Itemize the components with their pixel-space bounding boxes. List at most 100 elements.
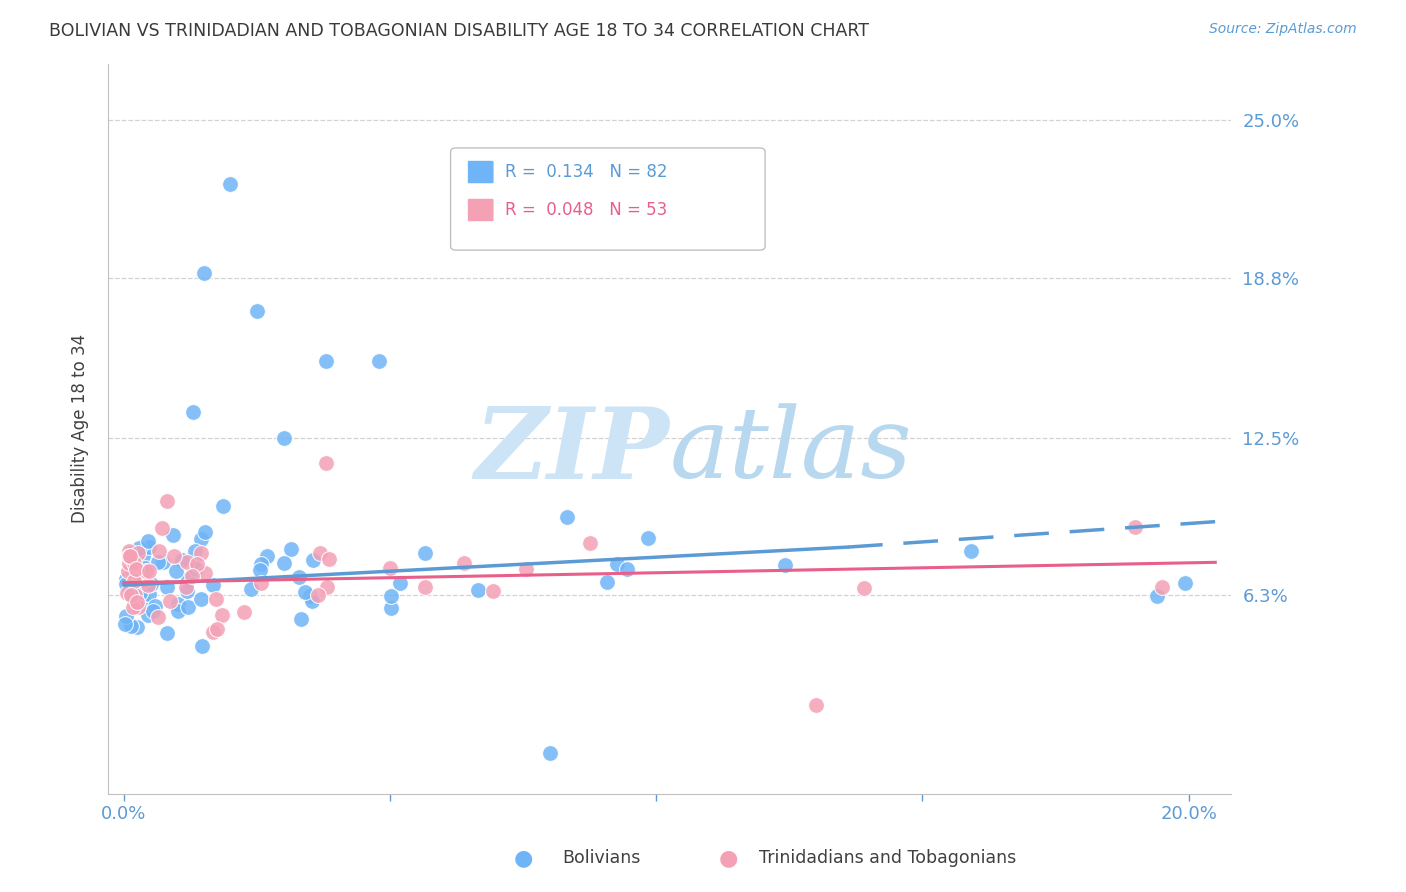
Point <box>120 549 142 564</box>
Point <box>163 549 186 564</box>
Point <box>156 580 179 594</box>
Point <box>125 562 148 576</box>
Text: atlas: atlas <box>669 403 912 499</box>
Point <box>555 509 578 524</box>
Point <box>194 524 217 539</box>
Point <box>256 549 278 563</box>
Point <box>138 565 160 579</box>
Point <box>467 582 489 597</box>
Point <box>167 597 190 611</box>
Point <box>246 303 269 318</box>
Point <box>152 555 174 569</box>
Point <box>249 557 271 571</box>
Point <box>202 578 225 592</box>
Point <box>415 580 437 594</box>
Point <box>318 552 340 566</box>
Point <box>273 431 295 445</box>
Point <box>120 583 142 598</box>
Point <box>155 494 177 508</box>
Point <box>294 585 316 599</box>
Point <box>190 532 212 546</box>
Point <box>273 556 295 570</box>
Point <box>127 620 149 634</box>
Point <box>290 612 312 626</box>
Point <box>129 586 152 600</box>
Point <box>538 746 561 760</box>
Point <box>131 563 153 577</box>
Point <box>219 177 242 191</box>
Point <box>380 589 402 603</box>
Point <box>139 577 162 591</box>
Text: ●: ● <box>718 848 738 868</box>
Point <box>124 557 146 571</box>
Point <box>132 549 155 564</box>
Point <box>616 562 638 576</box>
Point <box>959 544 981 558</box>
Point <box>181 405 204 419</box>
Point <box>250 575 273 590</box>
Point <box>138 577 160 591</box>
Point <box>307 588 329 602</box>
Point <box>176 583 198 598</box>
Point <box>138 541 160 555</box>
Point <box>212 499 235 513</box>
Point <box>121 564 143 578</box>
Point <box>162 528 184 542</box>
Point <box>606 558 628 572</box>
Point <box>127 576 149 591</box>
Point <box>302 553 325 567</box>
Point <box>132 573 155 587</box>
Point <box>205 622 228 636</box>
Point <box>135 564 157 578</box>
Point <box>1125 520 1147 534</box>
Point <box>481 584 503 599</box>
Point <box>186 557 208 571</box>
FancyBboxPatch shape <box>467 161 494 184</box>
Point <box>240 582 263 597</box>
Point <box>193 266 215 280</box>
Point <box>145 599 167 614</box>
Point <box>211 607 233 622</box>
Point <box>146 610 169 624</box>
Text: Bolivians: Bolivians <box>562 849 641 867</box>
Point <box>174 580 197 594</box>
Point <box>122 574 145 588</box>
Point <box>204 592 226 607</box>
Text: R =  0.048   N = 53: R = 0.048 N = 53 <box>505 201 668 219</box>
Point <box>114 609 136 624</box>
Point <box>142 604 165 618</box>
Point <box>190 546 212 560</box>
Point <box>176 599 198 614</box>
Point <box>118 556 141 570</box>
Point <box>125 599 148 613</box>
Point <box>136 534 159 549</box>
Text: R =  0.134   N = 82: R = 0.134 N = 82 <box>505 163 668 181</box>
Point <box>139 602 162 616</box>
Point <box>172 553 194 567</box>
Point <box>194 566 217 581</box>
Point <box>122 558 145 573</box>
Point <box>309 546 332 560</box>
Y-axis label: Disability Age 18 to 34: Disability Age 18 to 34 <box>72 334 89 524</box>
Point <box>167 603 190 617</box>
Point <box>134 561 156 575</box>
Point <box>579 536 602 550</box>
Text: ZIP: ZIP <box>475 402 669 499</box>
Point <box>301 594 323 608</box>
Point <box>117 564 139 578</box>
Point <box>177 572 200 586</box>
Point <box>115 576 138 591</box>
Point <box>114 617 136 632</box>
Point <box>280 541 302 556</box>
Point <box>852 581 875 595</box>
Point <box>388 576 411 591</box>
FancyBboxPatch shape <box>467 198 494 221</box>
Point <box>118 549 141 564</box>
Point <box>176 555 198 569</box>
Point <box>118 546 141 560</box>
Point <box>128 541 150 556</box>
Point <box>115 572 138 586</box>
Point <box>515 562 537 576</box>
Point <box>315 456 337 470</box>
Point <box>134 596 156 610</box>
